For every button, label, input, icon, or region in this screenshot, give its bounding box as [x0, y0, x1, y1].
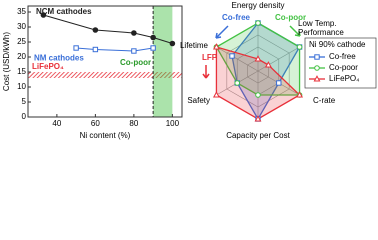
- series-label: NM cathodes: [34, 54, 84, 63]
- y-tick-label: 35: [17, 7, 26, 16]
- y-axis-label: Cost (USD/kWh): [2, 32, 11, 91]
- marker: [73, 45, 79, 51]
- series-label: NCM cathodes: [36, 7, 92, 16]
- x-tick-label: 100: [166, 119, 180, 128]
- y-tick-label: 30: [17, 22, 26, 31]
- marker: [276, 80, 282, 86]
- legend-label: LiFePO₄: [329, 74, 359, 83]
- marker: [131, 48, 137, 54]
- marker: [150, 45, 156, 51]
- plot-frame: [27, 5, 183, 118]
- marker: [264, 61, 272, 68]
- marker: [92, 46, 99, 53]
- axis-label: Energy density: [231, 1, 285, 10]
- band: [28, 72, 182, 78]
- marker: [314, 54, 320, 60]
- chart: LiFePO₄ Co-poor 0 5 10 15 20 25 30 35 40 60 80 100 Ni …: [2, 5, 377, 140]
- marker: [229, 53, 235, 59]
- marker: [131, 30, 137, 36]
- axis-label: Lifetime: [179, 41, 208, 50]
- marker: [169, 40, 176, 47]
- marker: [296, 91, 304, 98]
- marker: [212, 91, 220, 98]
- legend-title: Ni 90% cathode: [309, 40, 366, 49]
- marker: [150, 34, 156, 41]
- x-tick-label: 40: [52, 119, 61, 128]
- marker: [92, 27, 99, 33]
- marker: [313, 75, 321, 82]
- figure: LiFePO₄ Co-poor 0 5 10 15 20 25 30 35 40 60 80 100 Ni …: [2, 1, 377, 141]
- axis-label: Low Temp. Performance: [298, 19, 344, 37]
- annotation: Co-free: [222, 13, 251, 22]
- y-tick-label: 20: [17, 52, 26, 61]
- marker: [212, 43, 220, 50]
- arrow: [215, 25, 229, 39]
- series-line: [76, 47, 154, 52]
- legend-label: Co-poor: [329, 63, 358, 72]
- band: [153, 6, 173, 117]
- band-label: Co-poor: [120, 58, 151, 67]
- marker: [254, 115, 262, 122]
- marker: [255, 20, 261, 26]
- annotation: Co-poor: [275, 13, 306, 22]
- marker: [296, 44, 303, 50]
- arrow: [202, 65, 210, 79]
- y-tick-label: 5: [22, 97, 27, 106]
- marker: [254, 55, 262, 62]
- y-tick-label: 15: [17, 67, 26, 76]
- arrow: [289, 25, 301, 37]
- legend-label: Co-free: [329, 52, 356, 61]
- x-tick-label: 60: [91, 119, 100, 128]
- spoke: [257, 46, 300, 72]
- annotation: LFP: [202, 53, 218, 62]
- marker: [40, 12, 47, 18]
- spoke: [216, 46, 259, 72]
- band-label: LiFePO₄: [32, 62, 64, 71]
- axis-label: Safety: [187, 96, 210, 105]
- marker: [255, 92, 261, 98]
- x-tick-label: 80: [129, 119, 138, 128]
- x-axis-label: Ni content (%): [80, 131, 131, 140]
- marker: [314, 65, 320, 71]
- axis-label: C-rate: [313, 96, 336, 105]
- y-tick-label: 10: [17, 82, 26, 91]
- y-tick-label: 0: [22, 112, 27, 121]
- axis-label: Capacity per Cost: [226, 131, 290, 140]
- y-tick-label: 25: [17, 37, 26, 46]
- marker: [234, 80, 241, 86]
